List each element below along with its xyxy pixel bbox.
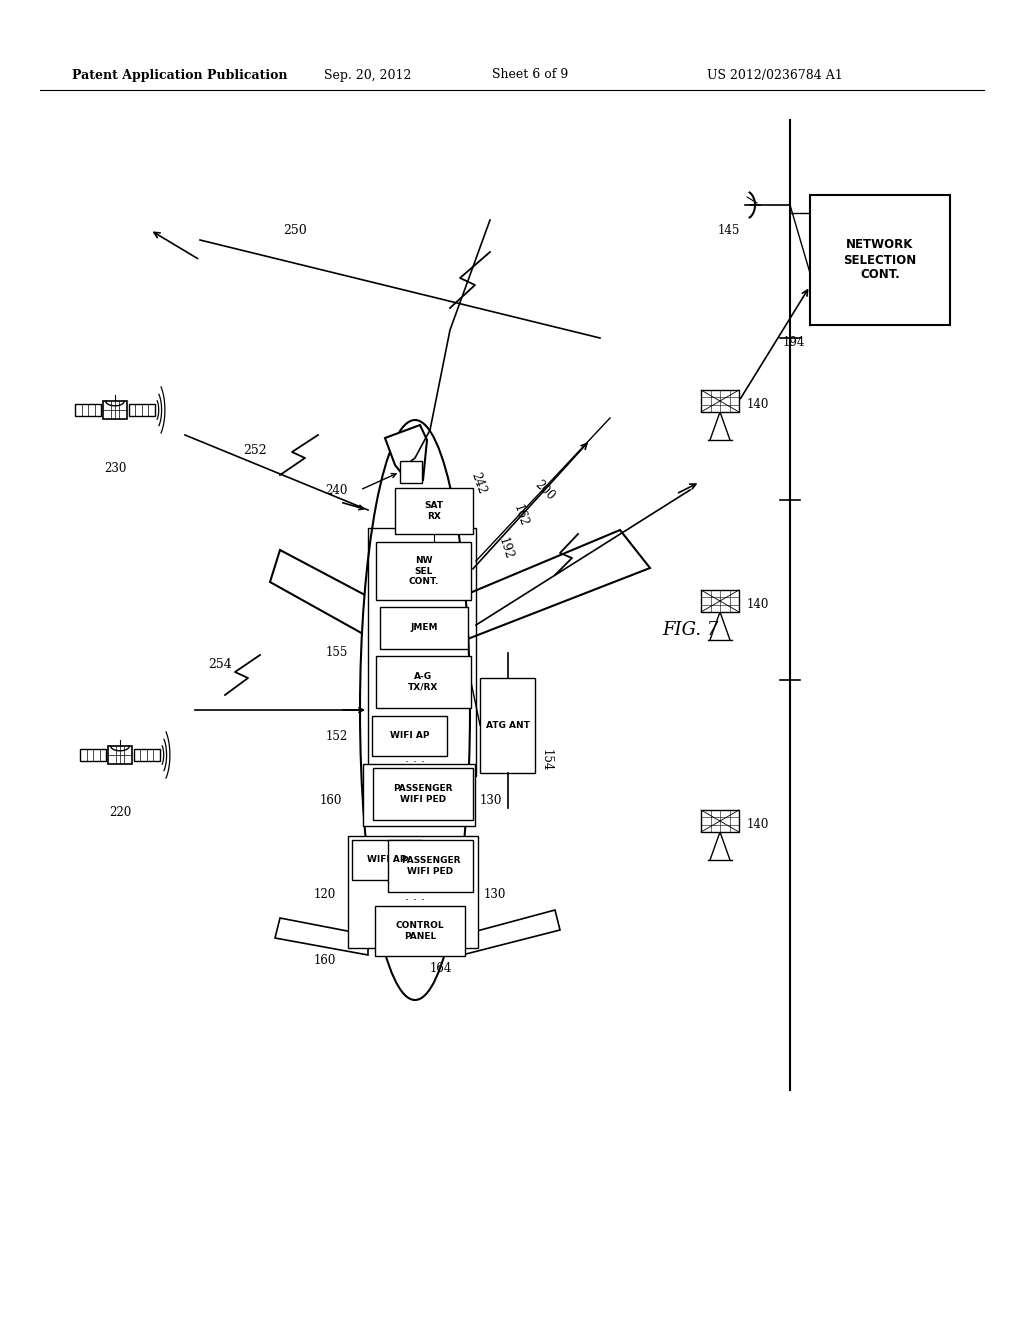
Text: 152: 152 — [326, 730, 348, 742]
Text: NETWORK
SELECTION
CONT.: NETWORK SELECTION CONT. — [844, 239, 916, 281]
Text: · · ·: · · · — [406, 756, 425, 770]
Text: 200: 200 — [532, 478, 557, 503]
Bar — [373, 768, 473, 820]
Text: ATG ANT: ATG ANT — [485, 721, 529, 730]
Bar — [348, 836, 478, 948]
Text: 130: 130 — [480, 793, 503, 807]
Text: Sep. 20, 2012: Sep. 20, 2012 — [325, 69, 412, 82]
Bar — [380, 607, 468, 649]
Text: 220: 220 — [109, 805, 131, 818]
Text: CONTROL
PANEL: CONTROL PANEL — [395, 921, 444, 941]
Text: 155: 155 — [326, 645, 348, 659]
Bar — [810, 195, 950, 325]
Polygon shape — [462, 909, 560, 954]
Text: PASSENGER
WIFI PED: PASSENGER WIFI PED — [400, 857, 460, 875]
Bar — [372, 715, 447, 756]
Text: 230: 230 — [103, 462, 126, 474]
Text: · · ·: · · · — [406, 894, 425, 907]
Text: PASSENGER
WIFI PED: PASSENGER WIFI PED — [393, 784, 453, 804]
Text: NW
SEL
CONT.: NW SEL CONT. — [409, 556, 438, 586]
Text: 140: 140 — [746, 598, 769, 610]
Polygon shape — [270, 550, 365, 635]
Text: 160: 160 — [319, 793, 342, 807]
Text: JMEM: JMEM — [411, 623, 437, 632]
Text: Patent Application Publication: Patent Application Publication — [72, 69, 288, 82]
Text: Sheet 6 of 9: Sheet 6 of 9 — [492, 69, 568, 82]
Bar — [368, 528, 476, 776]
Text: A-G
TX/RX: A-G TX/RX — [409, 672, 438, 692]
Bar — [480, 678, 535, 774]
Text: 145: 145 — [718, 223, 740, 236]
Bar — [395, 488, 473, 535]
Bar — [400, 461, 422, 483]
Text: 140: 140 — [746, 817, 769, 830]
Text: 254: 254 — [208, 659, 231, 672]
Polygon shape — [385, 425, 427, 480]
Text: 140: 140 — [746, 397, 769, 411]
Text: 242: 242 — [468, 470, 487, 496]
Bar — [129, 404, 155, 416]
Polygon shape — [275, 917, 368, 954]
Bar — [701, 590, 739, 612]
Text: WIFI AP: WIFI AP — [368, 855, 407, 865]
Text: 162: 162 — [511, 503, 530, 528]
Ellipse shape — [360, 420, 470, 1001]
Bar — [375, 906, 465, 956]
Text: 194: 194 — [782, 337, 805, 350]
Bar — [133, 750, 160, 760]
Text: 130: 130 — [484, 888, 507, 902]
Bar — [81, 750, 106, 760]
Text: WIFI AP: WIFI AP — [390, 731, 429, 741]
Polygon shape — [465, 531, 650, 640]
Bar — [701, 810, 739, 832]
Text: SAT
RX: SAT RX — [425, 502, 443, 520]
Bar — [103, 401, 127, 418]
Text: 164: 164 — [430, 961, 453, 974]
Text: US 2012/0236784 A1: US 2012/0236784 A1 — [708, 69, 843, 82]
Bar — [109, 746, 131, 764]
Bar — [701, 389, 739, 412]
Text: 160: 160 — [313, 953, 336, 966]
Bar — [388, 840, 473, 892]
Text: FIG. 7: FIG. 7 — [662, 620, 718, 639]
Bar — [352, 840, 422, 880]
Text: 240: 240 — [326, 483, 348, 496]
Bar — [376, 543, 471, 601]
Text: 252: 252 — [243, 444, 267, 457]
Text: 154: 154 — [540, 748, 553, 771]
Text: 250: 250 — [283, 223, 307, 236]
Bar — [362, 764, 475, 826]
Bar — [76, 404, 101, 416]
Bar — [376, 656, 471, 708]
Text: 192: 192 — [496, 536, 515, 561]
Text: 120: 120 — [313, 888, 336, 902]
